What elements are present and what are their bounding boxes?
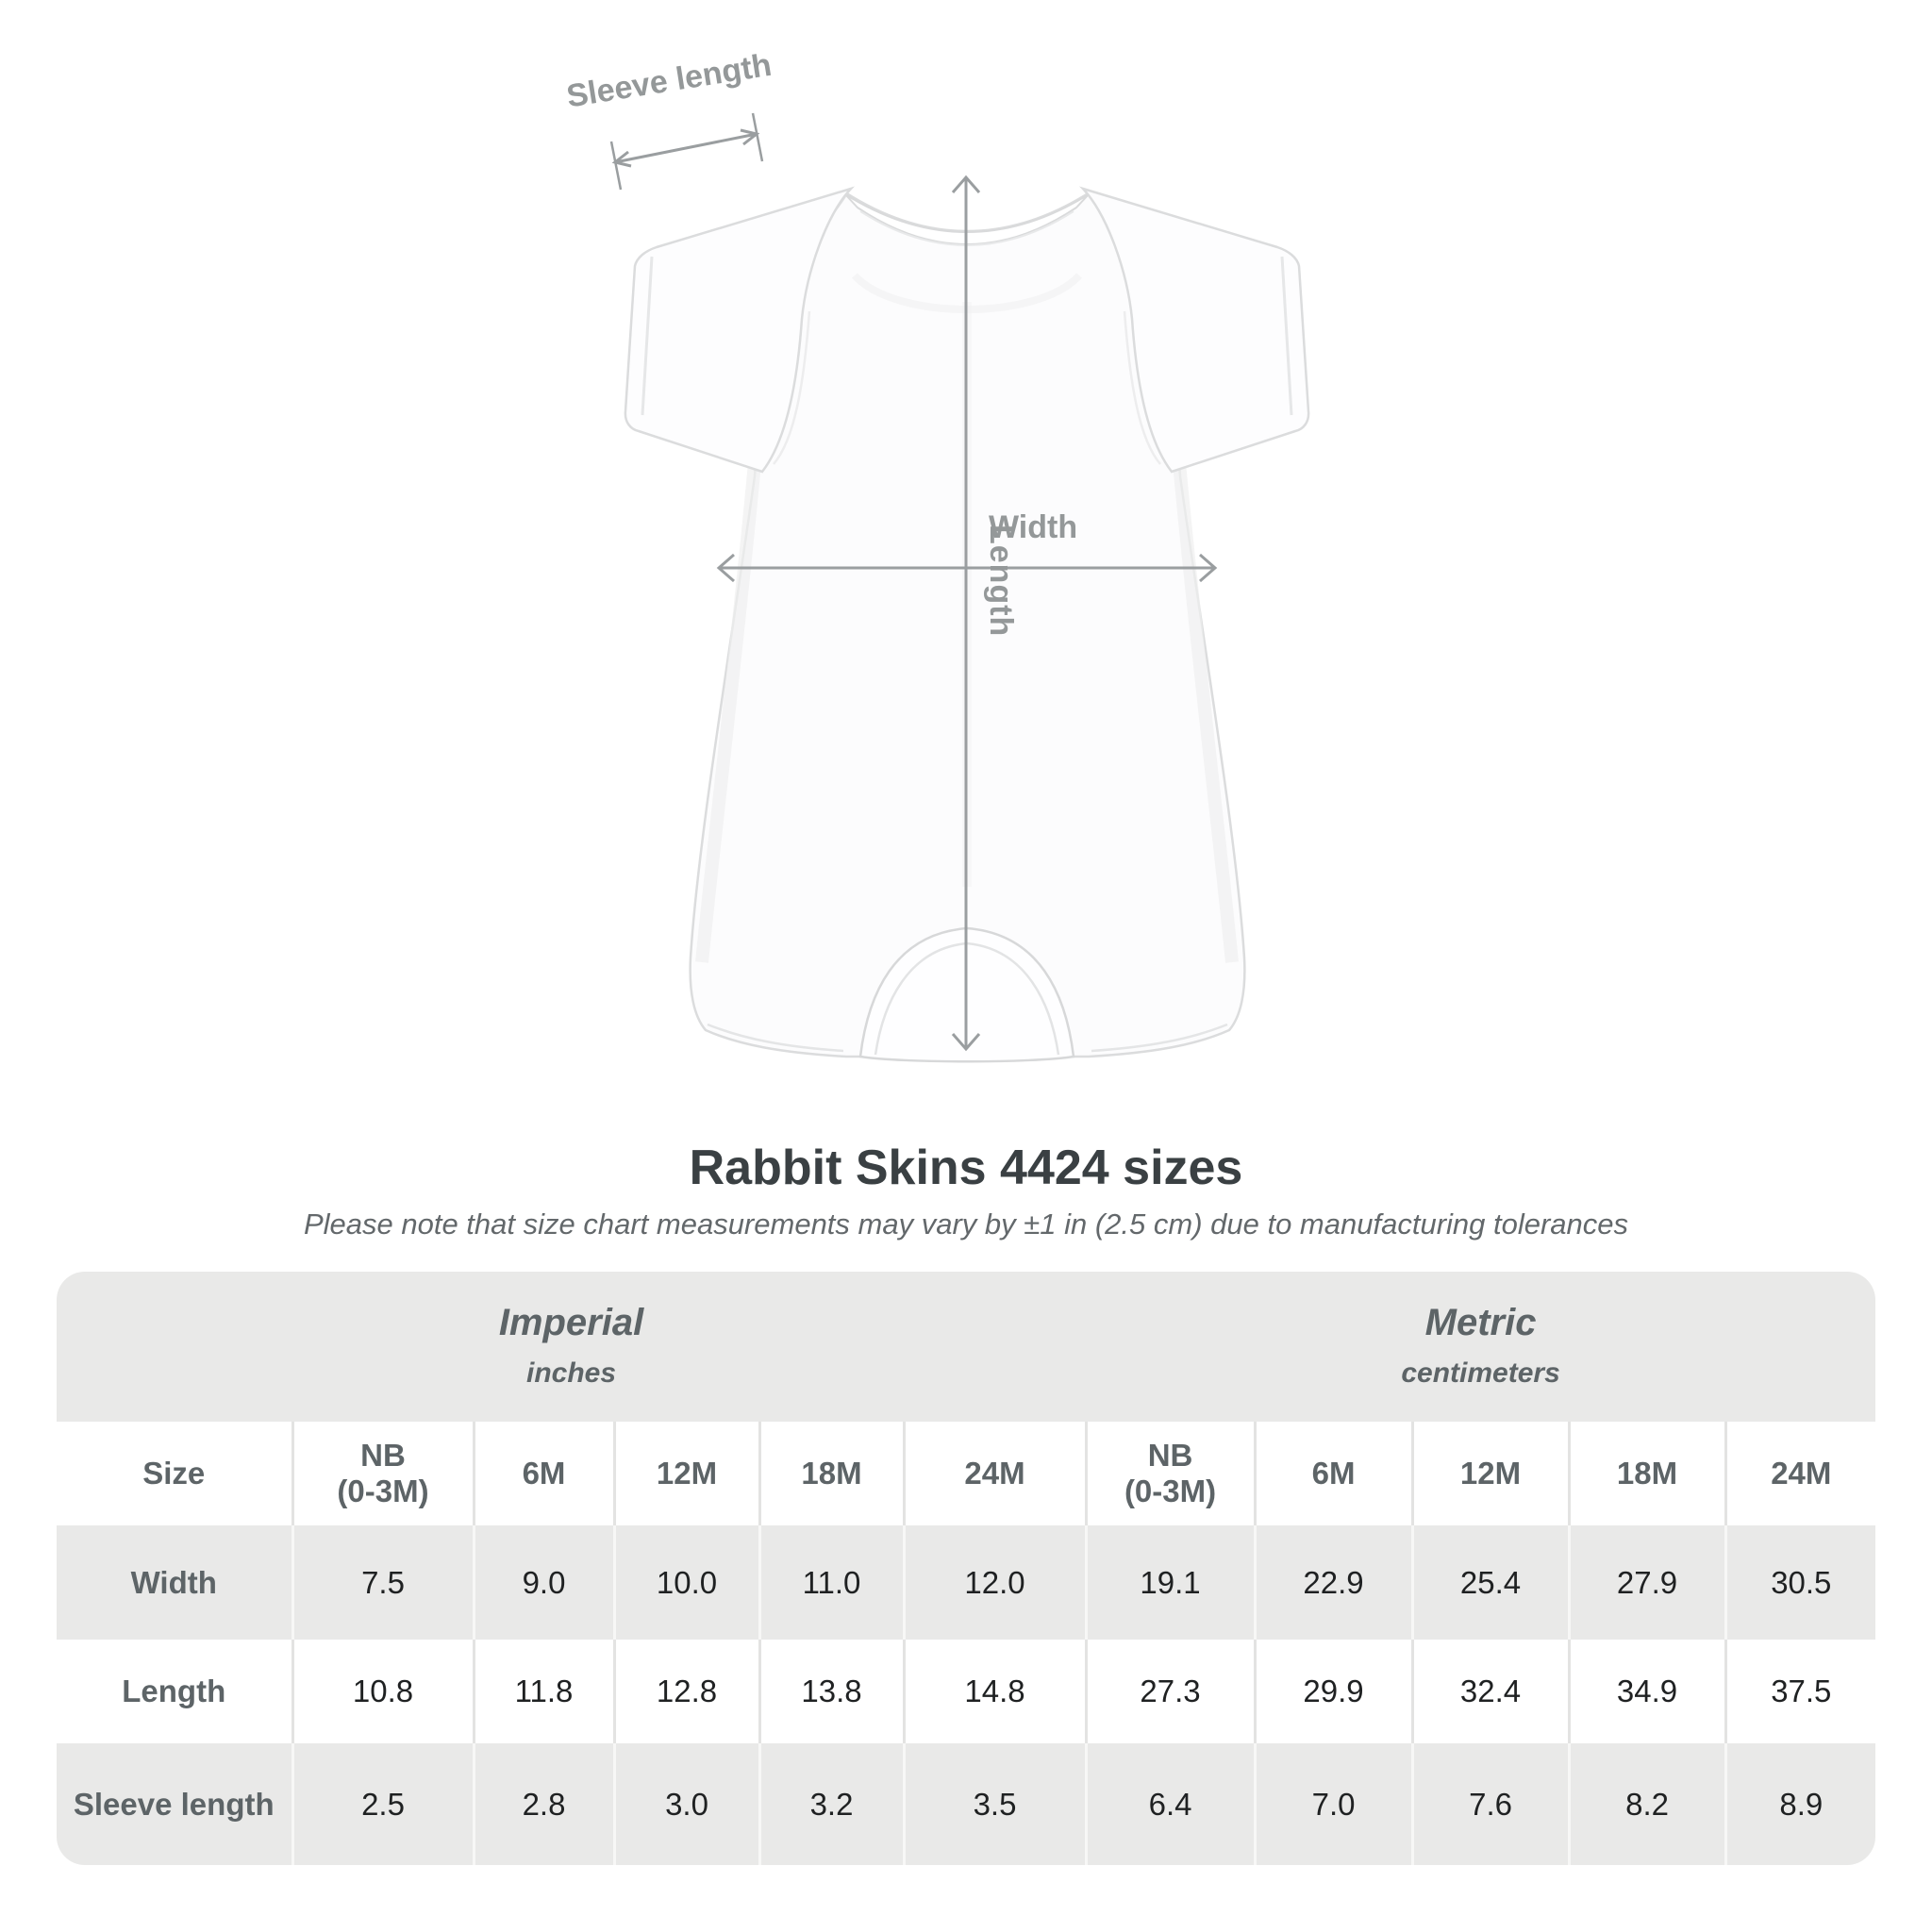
col-header-6m-metric: 6M <box>1253 1422 1413 1525</box>
right-sleeve <box>1078 186 1310 474</box>
size-value-cell: 30.5 <box>1724 1525 1875 1640</box>
right-sleeve-hem-stitch <box>1280 256 1293 416</box>
col-header-12m-metric: 12M <box>1410 1422 1570 1525</box>
nb-line1: NB <box>1147 1438 1193 1474</box>
col-header-nb-imperial: NB (0-3M) <box>291 1422 474 1525</box>
metric-unit: centimeters <box>1401 1357 1560 1389</box>
size-header-row: Size NB (0-3M) 6M 12M 18M 24M NB (0-3M) … <box>57 1422 1875 1525</box>
length-arrow <box>951 175 981 1052</box>
col-header-6m-imperial: 6M <box>472 1422 614 1525</box>
table-row-length: Length 10.8 11.8 12.8 13.8 14.8 27.3 29.… <box>57 1640 1875 1743</box>
size-value-cell: 34.9 <box>1567 1640 1726 1743</box>
size-value-cell: 3.0 <box>612 1743 759 1865</box>
left-armhole-seam <box>773 310 811 465</box>
width-label: Width <box>989 509 1078 545</box>
size-value-cell: 32.4 <box>1410 1640 1570 1743</box>
size-value-cell: 3.5 <box>902 1743 1087 1865</box>
right-leg-binding <box>1091 1023 1228 1053</box>
size-column-header: Size <box>142 1456 206 1491</box>
imperial-header: Imperial inches <box>57 1272 1086 1422</box>
size-value-cell: 2.5 <box>291 1743 474 1865</box>
size-value-cell: 22.9 <box>1253 1525 1413 1640</box>
left-sleeve <box>624 186 856 474</box>
col-header-18m-imperial: 18M <box>758 1422 904 1525</box>
size-value-cell: 8.2 <box>1567 1743 1726 1865</box>
neckband <box>844 193 1090 245</box>
size-value-cell: 2.8 <box>472 1743 614 1865</box>
sleeve-arrow <box>609 112 764 191</box>
size-value-cell: 8.9 <box>1724 1743 1875 1865</box>
page-title: Rabbit Skins 4424 sizes <box>689 1141 1243 1195</box>
table-row-sleeve-length: Sleeve length 2.5 2.8 3.0 3.2 3.5 6.4 7.… <box>57 1743 1875 1865</box>
size-value-cell: 11.0 <box>758 1525 904 1640</box>
row-label-sleeve-length: Sleeve length <box>73 1786 275 1822</box>
size-value-cell: 10.8 <box>291 1640 474 1743</box>
size-value-cell: 3.2 <box>758 1743 904 1865</box>
size-value-cell: 27.3 <box>1084 1640 1256 1743</box>
size-value-cell: 12.0 <box>902 1525 1087 1640</box>
unit-band-row: Imperial inches Metric centimeters <box>57 1272 1875 1422</box>
size-chart-table: Imperial inches Metric centimeters Size … <box>57 1272 1875 1865</box>
col-header-nb-metric: NB (0-3M) <box>1084 1422 1256 1525</box>
size-value-cell: 27.9 <box>1567 1525 1726 1640</box>
nb-line2: (0-3M) <box>337 1474 429 1508</box>
table-row-width: Width 7.5 9.0 10.0 11.0 12.0 19.1 22.9 2… <box>57 1525 1875 1640</box>
imperial-unit: inches <box>525 1357 617 1389</box>
size-value-cell: 6.4 <box>1084 1743 1256 1865</box>
width-arrow <box>716 553 1218 583</box>
size-value-cell: 7.5 <box>291 1525 474 1640</box>
col-header-24m-metric: 24M <box>1724 1422 1875 1525</box>
row-label-length: Length <box>122 1674 226 1709</box>
left-leg-binding <box>707 1023 844 1053</box>
size-value-cell: 12.8 <box>612 1640 759 1743</box>
size-table: Imperial inches Metric centimeters Size … <box>57 1272 1875 1865</box>
metric-label: Metric <box>1424 1302 1537 1343</box>
row-label-width: Width <box>130 1564 217 1600</box>
size-value-cell: 29.9 <box>1253 1640 1413 1743</box>
size-value-cell: 7.0 <box>1253 1743 1413 1865</box>
size-value-cell: 14.8 <box>902 1640 1087 1743</box>
size-value-cell: 19.1 <box>1084 1525 1256 1640</box>
nb-line1: NB <box>360 1438 406 1474</box>
left-sleeve-hem-stitch <box>641 256 654 416</box>
imperial-label: Imperial <box>498 1302 644 1343</box>
col-header-24m-imperial: 24M <box>902 1422 1087 1525</box>
size-value-cell: 13.8 <box>758 1640 904 1743</box>
measurement-arrows <box>609 112 1218 1052</box>
size-value-cell: 7.6 <box>1410 1743 1570 1865</box>
size-value-cell: 11.8 <box>472 1640 614 1743</box>
page-subtitle: Please note that size chart measurements… <box>303 1208 1629 1241</box>
size-value-cell: 9.0 <box>472 1525 614 1640</box>
size-value-cell: 10.0 <box>612 1525 759 1640</box>
right-armhole-seam <box>1123 310 1161 465</box>
col-header-12m-imperial: 12M <box>612 1422 759 1525</box>
size-value-cell: 37.5 <box>1724 1640 1875 1743</box>
col-header-18m-metric: 18M <box>1567 1422 1726 1525</box>
metric-header: Metric centimeters <box>1086 1272 1875 1422</box>
size-value-cell: 25.4 <box>1410 1525 1570 1640</box>
nb-line2: (0-3M) <box>1124 1474 1217 1508</box>
